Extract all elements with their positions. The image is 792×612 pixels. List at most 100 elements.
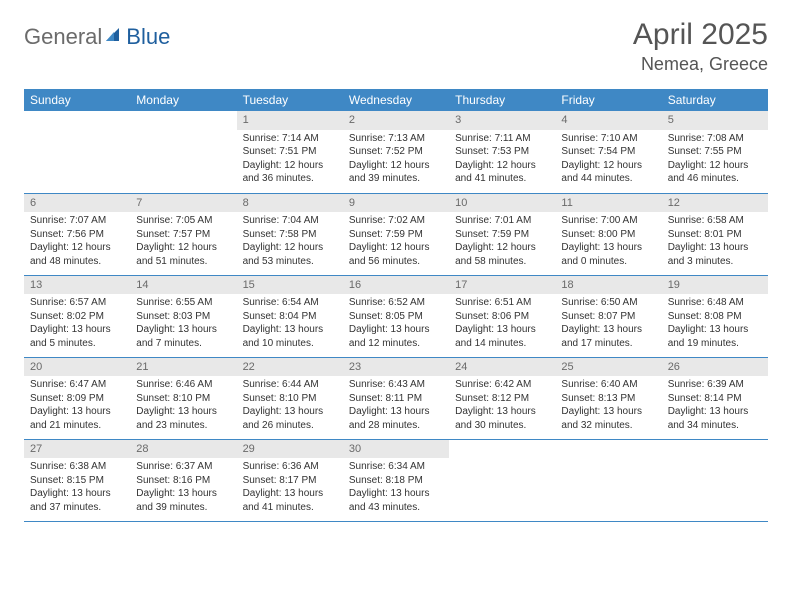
- sunset-text: Sunset: 7:52 PM: [349, 145, 443, 159]
- day-details: Sunrise: 6:47 AMSunset: 8:09 PMDaylight:…: [24, 376, 130, 436]
- sunset-text: Sunset: 8:10 PM: [136, 392, 230, 406]
- daylight-text: Daylight: 13 hours and 0 minutes.: [561, 241, 655, 268]
- calendar-day-cell: [130, 111, 236, 193]
- sunset-text: Sunset: 7:56 PM: [30, 228, 124, 242]
- header: General Blue April 2025 Nemea, Greece: [24, 18, 768, 75]
- day-number: 8: [237, 194, 343, 213]
- sunrise-text: Sunrise: 6:47 AM: [30, 378, 124, 392]
- calendar-day-cell: 17Sunrise: 6:51 AMSunset: 8:06 PMDayligh…: [449, 275, 555, 357]
- daylight-text: Daylight: 13 hours and 32 minutes.: [561, 405, 655, 432]
- sunrise-text: Sunrise: 7:13 AM: [349, 132, 443, 146]
- sunrise-text: Sunrise: 6:48 AM: [668, 296, 762, 310]
- calendar-day-cell: 25Sunrise: 6:40 AMSunset: 8:13 PMDayligh…: [555, 357, 661, 439]
- day-details: Sunrise: 6:36 AMSunset: 8:17 PMDaylight:…: [237, 458, 343, 518]
- day-details: Sunrise: 6:51 AMSunset: 8:06 PMDaylight:…: [449, 294, 555, 354]
- logo-text-general: General: [24, 24, 102, 50]
- sunrise-text: Sunrise: 6:55 AM: [136, 296, 230, 310]
- day-number: 1: [237, 111, 343, 130]
- weekday-header: Thursday: [449, 89, 555, 111]
- calendar-day-cell: 15Sunrise: 6:54 AMSunset: 8:04 PMDayligh…: [237, 275, 343, 357]
- title-block: April 2025 Nemea, Greece: [633, 18, 768, 75]
- sunrise-text: Sunrise: 7:10 AM: [561, 132, 655, 146]
- day-details: Sunrise: 6:37 AMSunset: 8:16 PMDaylight:…: [130, 458, 236, 518]
- weekday-header: Wednesday: [343, 89, 449, 111]
- weekday-header: Tuesday: [237, 89, 343, 111]
- sunrise-text: Sunrise: 6:34 AM: [349, 460, 443, 474]
- sunrise-text: Sunrise: 6:58 AM: [668, 214, 762, 228]
- calendar-day-cell: 5Sunrise: 7:08 AMSunset: 7:55 PMDaylight…: [662, 111, 768, 193]
- sunset-text: Sunset: 8:03 PM: [136, 310, 230, 324]
- day-number: 11: [555, 194, 661, 213]
- day-details: Sunrise: 6:54 AMSunset: 8:04 PMDaylight:…: [237, 294, 343, 354]
- sunset-text: Sunset: 7:59 PM: [349, 228, 443, 242]
- calendar-day-cell: 21Sunrise: 6:46 AMSunset: 8:10 PMDayligh…: [130, 357, 236, 439]
- day-number: 23: [343, 358, 449, 377]
- day-details: Sunrise: 7:05 AMSunset: 7:57 PMDaylight:…: [130, 212, 236, 272]
- sunset-text: Sunset: 8:10 PM: [243, 392, 337, 406]
- calendar-week-row: 6Sunrise: 7:07 AMSunset: 7:56 PMDaylight…: [24, 193, 768, 275]
- calendar-day-cell: 1Sunrise: 7:14 AMSunset: 7:51 PMDaylight…: [237, 111, 343, 193]
- sunrise-text: Sunrise: 7:05 AM: [136, 214, 230, 228]
- sunset-text: Sunset: 8:17 PM: [243, 474, 337, 488]
- sunrise-text: Sunrise: 6:44 AM: [243, 378, 337, 392]
- daylight-text: Daylight: 13 hours and 14 minutes.: [455, 323, 549, 350]
- day-details: Sunrise: 6:38 AMSunset: 8:15 PMDaylight:…: [24, 458, 130, 518]
- day-number: 13: [24, 276, 130, 295]
- sunrise-text: Sunrise: 6:40 AM: [561, 378, 655, 392]
- day-number: 26: [662, 358, 768, 377]
- sunrise-text: Sunrise: 7:04 AM: [243, 214, 337, 228]
- sunrise-text: Sunrise: 6:57 AM: [30, 296, 124, 310]
- sunrise-text: Sunrise: 7:00 AM: [561, 214, 655, 228]
- sunrise-text: Sunrise: 6:38 AM: [30, 460, 124, 474]
- sunset-text: Sunset: 8:13 PM: [561, 392, 655, 406]
- day-number: 21: [130, 358, 236, 377]
- day-number: 19: [662, 276, 768, 295]
- day-number: 7: [130, 194, 236, 213]
- weekday-header-row: SundayMondayTuesdayWednesdayThursdayFrid…: [24, 89, 768, 111]
- calendar-day-cell: 10Sunrise: 7:01 AMSunset: 7:59 PMDayligh…: [449, 193, 555, 275]
- sunset-text: Sunset: 8:01 PM: [668, 228, 762, 242]
- daylight-text: Daylight: 12 hours and 36 minutes.: [243, 159, 337, 186]
- sunrise-text: Sunrise: 6:43 AM: [349, 378, 443, 392]
- sunset-text: Sunset: 8:14 PM: [668, 392, 762, 406]
- sunset-text: Sunset: 7:51 PM: [243, 145, 337, 159]
- daylight-text: Daylight: 13 hours and 23 minutes.: [136, 405, 230, 432]
- sunrise-text: Sunrise: 6:52 AM: [349, 296, 443, 310]
- sunrise-text: Sunrise: 6:36 AM: [243, 460, 337, 474]
- sunset-text: Sunset: 8:12 PM: [455, 392, 549, 406]
- day-number: 16: [343, 276, 449, 295]
- day-details: Sunrise: 7:13 AMSunset: 7:52 PMDaylight:…: [343, 130, 449, 190]
- daylight-text: Daylight: 12 hours and 56 minutes.: [349, 241, 443, 268]
- day-number: 18: [555, 276, 661, 295]
- weekday-header: Monday: [130, 89, 236, 111]
- calendar-day-cell: [24, 111, 130, 193]
- sunset-text: Sunset: 7:59 PM: [455, 228, 549, 242]
- daylight-text: Daylight: 13 hours and 30 minutes.: [455, 405, 549, 432]
- sunset-text: Sunset: 7:57 PM: [136, 228, 230, 242]
- day-number: 30: [343, 440, 449, 459]
- day-number: 27: [24, 440, 130, 459]
- daylight-text: Daylight: 12 hours and 53 minutes.: [243, 241, 337, 268]
- calendar-day-cell: 8Sunrise: 7:04 AMSunset: 7:58 PMDaylight…: [237, 193, 343, 275]
- calendar-day-cell: 11Sunrise: 7:00 AMSunset: 8:00 PMDayligh…: [555, 193, 661, 275]
- daylight-text: Daylight: 13 hours and 7 minutes.: [136, 323, 230, 350]
- daylight-text: Daylight: 12 hours and 58 minutes.: [455, 241, 549, 268]
- day-number: 29: [237, 440, 343, 459]
- logo: General Blue: [24, 18, 170, 50]
- day-number: 10: [449, 194, 555, 213]
- daylight-text: Daylight: 13 hours and 34 minutes.: [668, 405, 762, 432]
- sunset-text: Sunset: 7:53 PM: [455, 145, 549, 159]
- calendar-day-cell: 13Sunrise: 6:57 AMSunset: 8:02 PMDayligh…: [24, 275, 130, 357]
- calendar-day-cell: 7Sunrise: 7:05 AMSunset: 7:57 PMDaylight…: [130, 193, 236, 275]
- sunrise-text: Sunrise: 6:42 AM: [455, 378, 549, 392]
- calendar-week-row: 20Sunrise: 6:47 AMSunset: 8:09 PMDayligh…: [24, 357, 768, 439]
- day-details: Sunrise: 7:04 AMSunset: 7:58 PMDaylight:…: [237, 212, 343, 272]
- sunrise-text: Sunrise: 6:46 AM: [136, 378, 230, 392]
- day-number: 4: [555, 111, 661, 130]
- calendar-day-cell: 18Sunrise: 6:50 AMSunset: 8:07 PMDayligh…: [555, 275, 661, 357]
- sunrise-text: Sunrise: 6:39 AM: [668, 378, 762, 392]
- day-details: Sunrise: 6:52 AMSunset: 8:05 PMDaylight:…: [343, 294, 449, 354]
- calendar-day-cell: 16Sunrise: 6:52 AMSunset: 8:05 PMDayligh…: [343, 275, 449, 357]
- daylight-text: Daylight: 13 hours and 3 minutes.: [668, 241, 762, 268]
- day-number: 17: [449, 276, 555, 295]
